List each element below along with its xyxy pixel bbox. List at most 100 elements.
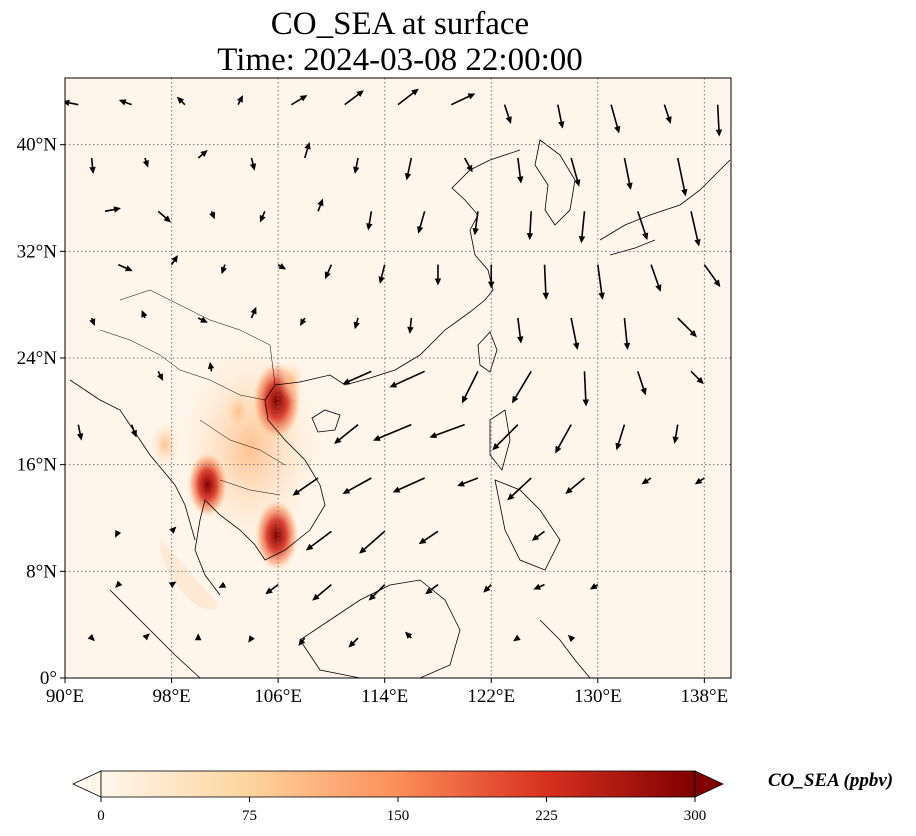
wind-arrow [176, 96, 186, 106]
wind-arrow-head [265, 587, 273, 595]
wind-arrow-head [353, 166, 360, 174]
wind-arrow [690, 370, 704, 385]
wind-arrow [115, 580, 123, 588]
wind-arrow-shaft [557, 104, 563, 125]
colorbar-tick-label: 150 [387, 808, 410, 824]
wind-arrow-head [407, 326, 414, 334]
wind-arrow-head [558, 121, 565, 129]
wind-arrow-head [366, 223, 373, 231]
wind-arrow-shaft [308, 530, 332, 549]
indochina-coast [194, 384, 326, 596]
wind-arrow [492, 424, 519, 451]
wind-arrow [117, 263, 133, 272]
wind-arrow [168, 581, 177, 589]
wind-arrow [342, 477, 372, 494]
wind-arrow-head [348, 640, 356, 648]
wind-arrow [488, 264, 495, 289]
wind-arrow [142, 633, 150, 641]
wind-arrow-shaft [597, 264, 603, 297]
wind-arrow-head [681, 188, 688, 197]
wind-arrow-shaft [703, 264, 719, 285]
wind-arrow [378, 264, 386, 284]
hotspot-mekong-delta [255, 500, 299, 571]
wind-arrow-head [626, 182, 633, 190]
wind-arrow-shaft [418, 211, 426, 231]
wind-arrow-head [334, 436, 342, 444]
wind-arrow [195, 633, 202, 641]
wind-arrow-head [113, 206, 121, 213]
map-time-subtitle: Time: 2024-03-08 22:00:00 [217, 42, 583, 78]
wind-arrow-shaft [370, 584, 386, 599]
wind-arrow [512, 370, 532, 404]
colorbar-tick-label: 225 [535, 808, 558, 824]
wind-arrow-head [305, 543, 314, 551]
wind-arrow [87, 633, 95, 642]
tick-label-lat: 24°N [17, 348, 58, 369]
wind-arrow-head [623, 342, 631, 350]
wind-arrow [277, 263, 287, 270]
philippines-south [494, 479, 561, 571]
wind-arrow-head [573, 342, 580, 350]
wind-arrow-shaft [295, 477, 319, 494]
wind-arrow [299, 317, 307, 326]
wind-arrow-head [195, 633, 202, 641]
wind-arrow [389, 370, 425, 388]
colorbar-min-extend [72, 770, 102, 798]
wind-arrow [582, 371, 589, 407]
wind-arrow [407, 317, 414, 334]
wind-arrow-head [694, 238, 701, 247]
wind-arrow-head [324, 271, 331, 280]
wind-arrow-shaft [637, 211, 647, 237]
wind-arrow [324, 264, 333, 280]
wind-arrow-head [715, 129, 723, 137]
wind-arrow [292, 477, 319, 496]
wind-arrow [703, 264, 721, 288]
borders [99, 289, 286, 496]
wind-arrow [615, 424, 626, 451]
wind-arrow [623, 317, 631, 350]
wind-arrow-head [292, 488, 301, 496]
wind-arrow [130, 424, 137, 438]
latitude-ticks: 0° 8°N 16°N 24°N 32°N 40°N [17, 135, 65, 689]
wind-arrow [623, 157, 633, 190]
wind-arrow-head [392, 486, 401, 493]
wind-arrow-head [467, 93, 476, 100]
wind-arrow-head [589, 583, 598, 590]
wind-arrow-head [507, 493, 515, 501]
wind-arrow [298, 637, 306, 646]
wind-arrow-head [89, 166, 96, 174]
tick-label-lat: 16°N [17, 455, 58, 476]
tick-label-lat: 0° [40, 668, 57, 689]
wind-arrow-head [642, 232, 649, 241]
wind-arrow-head [531, 534, 540, 541]
wind-arrow [344, 90, 364, 106]
wind-arrow-head [417, 226, 424, 234]
wind-arrow [694, 477, 705, 485]
wind-arrow [637, 211, 649, 241]
wind-arrow-head [567, 634, 576, 643]
wind-arrow-shaft [570, 157, 579, 184]
wind-arrow [450, 93, 476, 106]
wind-arrow [157, 370, 164, 381]
wind-arrow-shaft [637, 371, 646, 392]
wind-arrow [312, 584, 332, 601]
wind-arrow-shaft [517, 157, 522, 180]
wind-arrow-head [513, 634, 521, 642]
wind-arrow [557, 104, 565, 129]
wind-arrow [578, 211, 586, 244]
malay-haze [160, 540, 218, 610]
wind-arrow-head [65, 99, 70, 106]
wind-arrow [305, 530, 332, 551]
wind-arrow-head [200, 316, 208, 323]
wind-arrow [249, 157, 257, 171]
wind-arrow [397, 88, 419, 106]
wind-arrow-head [342, 487, 351, 494]
wind-arrow [650, 264, 662, 292]
colorbar-max-extend [694, 770, 724, 798]
wind-vectors [65, 88, 723, 648]
sulawesi-coast [539, 619, 591, 679]
colorbar-gradient [100, 770, 696, 798]
wind-arrow-head [411, 88, 419, 96]
wind-arrow-shaft [567, 477, 585, 493]
